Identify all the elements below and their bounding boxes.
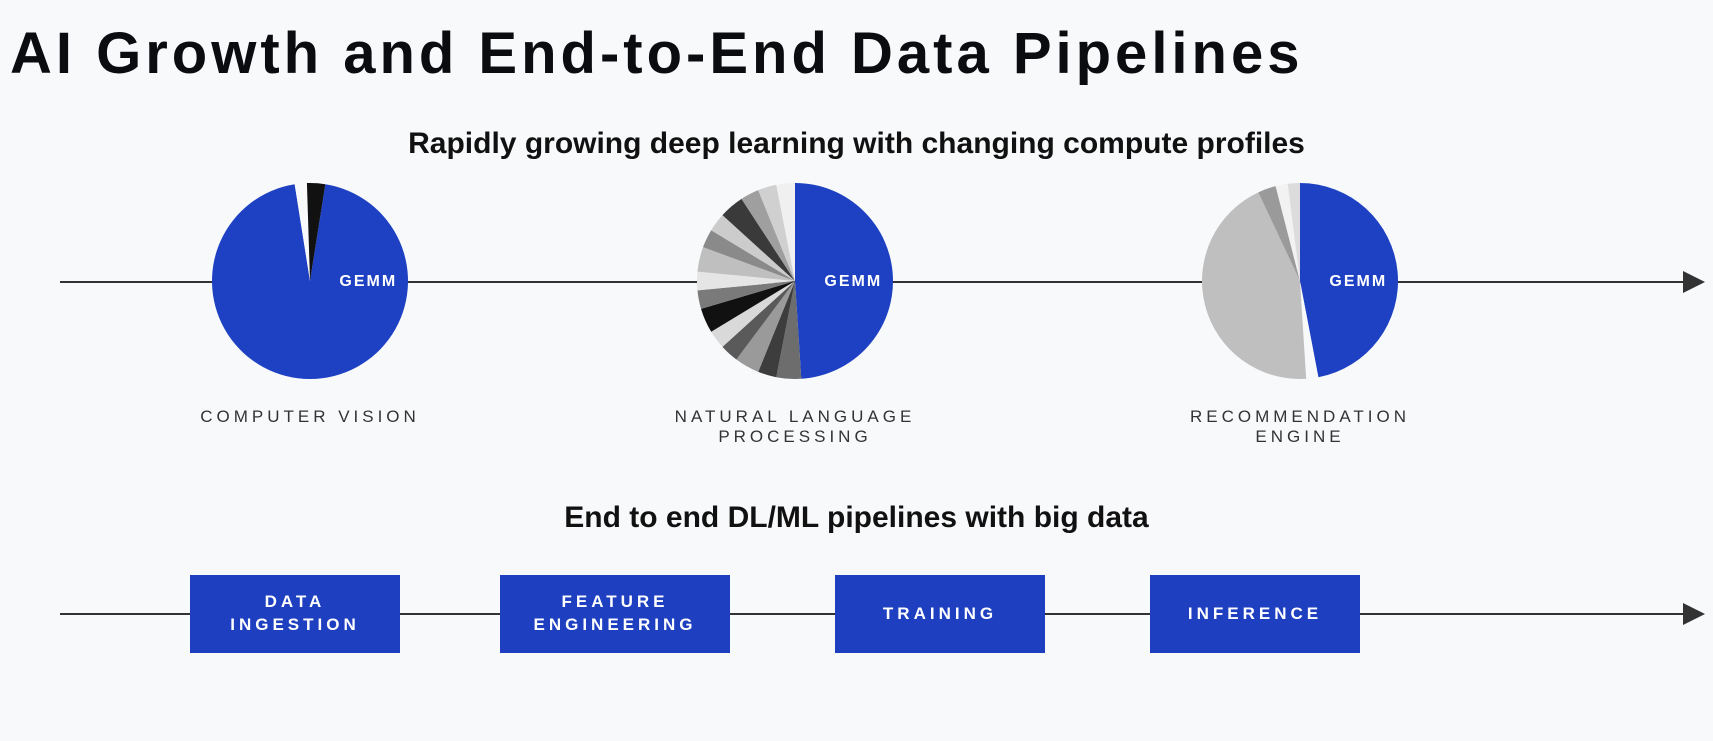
section-heading-compute-profiles: Rapidly growing deep learning with chang… xyxy=(0,127,1713,161)
timeline-arrow-1 xyxy=(1683,271,1705,293)
timeline-arrow-2 xyxy=(1683,603,1705,625)
pie-caption-rec: RECOMMENDATION ENGINE xyxy=(1150,407,1450,447)
pipeline-stage-3: INFERENCE xyxy=(1150,575,1360,653)
pie-chart-nlp: GEMM NATURAL LANGUAGE PROCESSING xyxy=(645,183,945,447)
gemm-label: GEMM xyxy=(824,273,882,290)
page-title: AI Growth and End-to-End Data Pipelines xyxy=(0,0,1713,97)
pipeline-stage-0: DATA INGESTION xyxy=(190,575,400,653)
pie-caption-cv: COMPUTER VISION xyxy=(160,407,460,427)
pie-chart-cv: GEMM COMPUTER VISION xyxy=(160,183,460,427)
pipeline-row: DATA INGESTION FEATURE ENGINEERING TRAININ… xyxy=(0,565,1713,705)
gemm-label: GEMM xyxy=(1329,273,1387,290)
gemm-label: GEMM xyxy=(339,273,397,290)
pie-caption-nlp: NATURAL LANGUAGE PROCESSING xyxy=(645,407,945,447)
pipeline-stage-1: FEATURE ENGINEERING xyxy=(500,575,730,653)
pie-chart-row: GEMM COMPUTER VISION GEMM NATURAL LANGUAGE … xyxy=(0,181,1713,471)
pipeline-stage-2: TRAINING xyxy=(835,575,1045,653)
section-heading-pipeline: End to end DL/ML pipelines with big data xyxy=(0,501,1713,535)
pie-chart-rec: GEMM RECOMMENDATION ENGINE xyxy=(1150,183,1450,447)
